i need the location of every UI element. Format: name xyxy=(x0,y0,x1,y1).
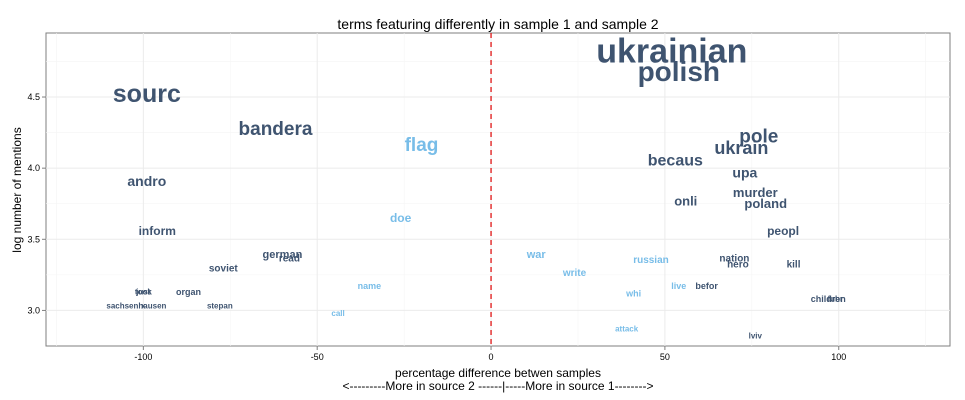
term-label-ukrainian: ukrainian xyxy=(596,32,747,70)
term-label-stepan: stepan xyxy=(207,302,233,311)
term-label-x: x xyxy=(141,302,146,311)
term-label-polish: polish xyxy=(638,56,720,87)
y-tick-label: 4.0 xyxy=(27,163,40,173)
x-tick-label: -50 xyxy=(311,352,324,362)
term-label-peopl: peopl xyxy=(767,224,799,238)
term-label-hero: hero xyxy=(727,259,749,270)
term-label-attack: attack xyxy=(615,324,639,333)
term-label-german: german xyxy=(263,249,303,261)
term-label-inform: inform xyxy=(139,224,176,238)
y-tick-label: 3.5 xyxy=(27,234,40,244)
x-tick-label: -100 xyxy=(134,352,152,362)
term-label-fuhr: fuhr xyxy=(827,295,843,304)
term-label-befor: befor xyxy=(695,281,718,291)
grid-lines xyxy=(46,33,950,346)
term-label-murder: murder xyxy=(733,185,778,200)
term-label-war: war xyxy=(526,249,547,261)
term-label-flag: flag xyxy=(405,135,439,156)
x-axis-direction-label: <---------More in source 2 ------|-----M… xyxy=(342,379,653,393)
plot-panel xyxy=(45,32,951,347)
y-tick-label: 3.0 xyxy=(27,305,40,315)
term-label-name: name xyxy=(358,281,382,291)
term-label-sachsenhausen: sachsenhausen xyxy=(106,302,166,311)
term-label-pole: pole xyxy=(739,126,778,147)
term-label-russian: russian xyxy=(633,255,669,266)
term-label-poland: poland xyxy=(744,196,787,211)
term-label-andro: andro xyxy=(127,173,166,189)
chart-title: terms featuring differently in sample 1 … xyxy=(337,16,658,32)
term-label-onli: onli xyxy=(674,193,697,208)
term-label-took: took xyxy=(135,287,152,296)
term-label-whi: whi xyxy=(625,288,641,298)
term-label-just: just xyxy=(135,287,151,296)
term-label-sourc: sourc xyxy=(113,80,181,108)
term-label-ukrain: ukrain xyxy=(714,138,768,158)
x-tick-label: 0 xyxy=(489,352,494,362)
x-axis-label: percentage difference betwen samples xyxy=(395,366,601,380)
y-axis-ticks: 3.0 3.5 4.0 4.5 xyxy=(27,92,46,315)
x-axis-ticks: -100 -50 0 50 100 xyxy=(134,346,846,362)
term-label-lviv: lviv xyxy=(749,332,763,341)
term-label-read: read xyxy=(279,254,300,265)
term-label-upa: upa xyxy=(732,164,757,180)
term-label-doe: doe xyxy=(390,211,412,225)
term-label-becaus: becaus xyxy=(648,153,703,170)
term-label-live: live xyxy=(671,281,686,291)
term-label-bandera: bandera xyxy=(239,119,313,140)
term-label-nation: nation xyxy=(719,254,749,265)
x-tick-label: 100 xyxy=(831,352,846,362)
term-label-organ: organ xyxy=(176,287,201,297)
x-tick-label: 50 xyxy=(660,352,670,362)
term-label-write: write xyxy=(562,268,587,279)
term-label-children: children xyxy=(811,294,846,304)
term-label-call: call xyxy=(331,309,344,318)
term-label-soviet: soviet xyxy=(209,264,239,275)
term-label-kill: kill xyxy=(787,259,801,270)
y-axis-label: log number of mentions xyxy=(10,127,24,252)
y-tick-label: 4.5 xyxy=(27,92,40,102)
